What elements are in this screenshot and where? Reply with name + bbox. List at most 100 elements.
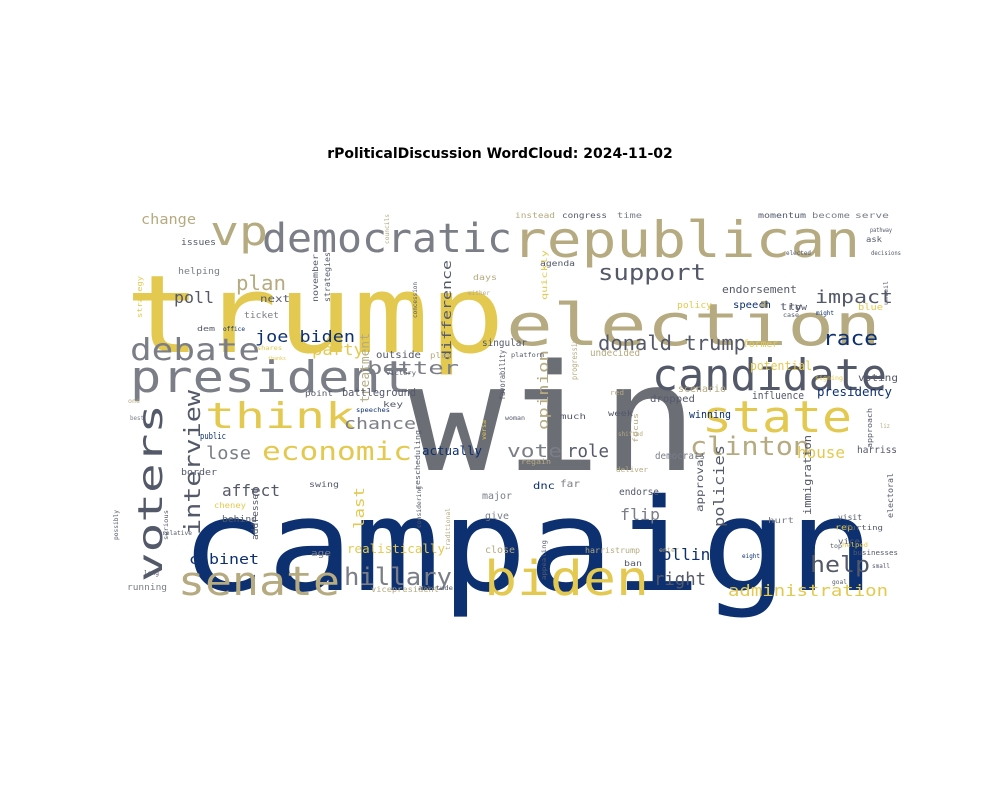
word-hurting: hurting (845, 524, 883, 532)
word-attitude: attitude (418, 585, 453, 592)
word-point: point (305, 389, 333, 398)
word-deliver: deliver (616, 466, 648, 474)
word-might: might (816, 310, 834, 317)
word-affect: affect (222, 481, 280, 500)
word-public: public (200, 432, 226, 442)
word-lose: lose (206, 443, 251, 464)
word-favorability: favorability (498, 350, 507, 400)
word-influence: influence (752, 389, 804, 402)
word-dem: dem (197, 325, 215, 333)
word-opinion: opinion (536, 350, 552, 430)
word-republican: republican (512, 211, 860, 269)
word-try: try (780, 302, 802, 313)
word-hillary: hillary (344, 563, 452, 591)
word-case: case (783, 312, 799, 319)
word-senate: senate (178, 559, 340, 605)
word-progressive: progressive (570, 335, 579, 380)
word-age: age (311, 549, 331, 559)
word-ticket: ticket (244, 311, 279, 321)
word-rep: rep (835, 523, 853, 532)
word-decisions: decisions (871, 250, 901, 257)
word-race: race (823, 326, 878, 350)
word-best: best (130, 415, 144, 422)
word-elected: elected (786, 250, 811, 257)
word-serve: serve (855, 211, 889, 220)
word-pathway: pathway (870, 227, 892, 234)
word-undecided: undecided (590, 348, 640, 359)
word-debate: debate (130, 333, 260, 368)
word-harristrump: harristrump (585, 546, 640, 555)
word-president: president (130, 352, 412, 403)
word-win: win (408, 333, 698, 505)
word-play: play (430, 351, 452, 360)
word-interview: interview (181, 389, 206, 535)
word-unveil: unveil (883, 281, 890, 305)
word-cabinet: cabinet (189, 552, 259, 568)
word-scenario: scenario (678, 384, 726, 395)
word-singular: singular (482, 338, 527, 349)
word-swing: swing (309, 480, 339, 489)
word-party: party (312, 340, 364, 359)
word-policy: policy (677, 301, 713, 311)
word-poll: poll (174, 288, 214, 307)
word-presidency: presidency (817, 385, 892, 399)
word-red: red (610, 389, 624, 397)
word-border: border (181, 468, 218, 478)
word-victory: victory (386, 370, 416, 377)
word-next: next (260, 294, 290, 305)
word-shifted: shifted (618, 431, 643, 438)
word-house: house (797, 443, 845, 462)
word-become: become (812, 211, 850, 220)
word-running: running (127, 583, 167, 593)
word-voting: voting (858, 373, 898, 384)
word-election: election (506, 291, 881, 359)
word-trump: trump (125, 253, 505, 378)
word-strategy: strategy (136, 276, 144, 318)
word-vicepresident: vicepresident (371, 585, 439, 594)
word-relative: relative (162, 530, 192, 537)
word-treatment: treatment (358, 333, 372, 403)
word-behind: behind (222, 515, 257, 525)
word-eight: eight (742, 553, 760, 560)
word-endorsement: endorsement (722, 283, 797, 296)
word-electoral: electoral (886, 473, 895, 518)
word-winning: winning (689, 408, 731, 421)
word-week: week (608, 409, 633, 418)
word-cheney: cheney (214, 501, 246, 510)
word-focus: focus (632, 413, 640, 443)
word-low: low (789, 303, 808, 313)
word-flip: flip (620, 505, 660, 524)
word-democratic: democratic (262, 216, 512, 262)
word-goal: goal (832, 579, 847, 586)
word-shares: shares (257, 345, 282, 352)
word-harriss: harriss (857, 445, 897, 456)
word-right: right (654, 569, 706, 590)
word-congress: congress (562, 211, 607, 220)
word-key: key (383, 400, 403, 409)
word-strategies: strategies (323, 252, 332, 302)
word-top: top (830, 543, 842, 550)
word-joe-biden: joe biden (255, 327, 355, 346)
word-biden: biden (484, 551, 649, 607)
word-impact: impact (815, 287, 893, 308)
word-much: much (560, 412, 586, 421)
word-voters: voters (131, 404, 171, 582)
word-change: change (141, 212, 196, 228)
word-last: last (352, 487, 368, 529)
word-role: role (567, 441, 609, 462)
word-dnc: dnc (533, 481, 555, 492)
word-councils: councils (384, 214, 391, 244)
word-instead: instead (515, 211, 555, 220)
word-ban: ban (624, 559, 642, 568)
word-helped: helped (842, 542, 868, 549)
word-actually: actually (422, 444, 482, 458)
word-battleground: battleground (342, 386, 416, 399)
word-polling: polling (652, 545, 720, 564)
word-clinton: clinton (690, 432, 810, 462)
word-major: major (482, 491, 512, 502)
word-hurt: hurt (768, 516, 794, 525)
word-approval: approval (695, 452, 706, 512)
word-state: state (702, 392, 852, 443)
word-one: one (128, 398, 140, 405)
